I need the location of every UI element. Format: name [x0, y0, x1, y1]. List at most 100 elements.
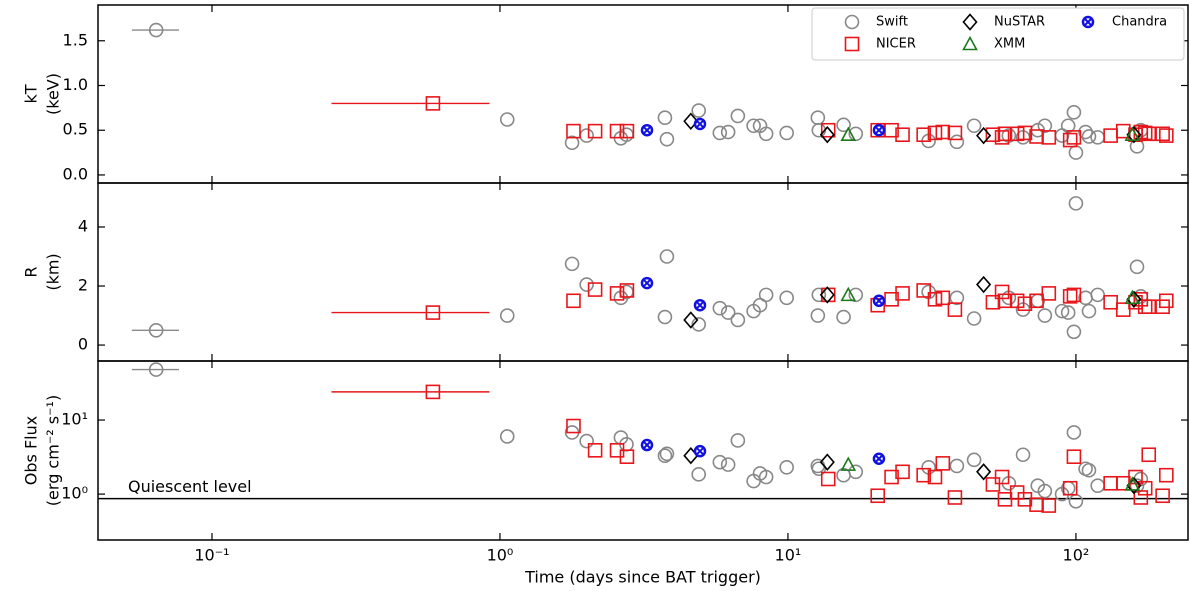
- data-point: [935, 290, 951, 306]
- marker-circle: [148, 323, 164, 338]
- marker-square: [884, 469, 899, 485]
- data-point: [949, 458, 965, 474]
- marker-square: [1133, 292, 1149, 307]
- data-point: [579, 128, 594, 143]
- marker-square: [1062, 480, 1078, 496]
- marker-circle: [1081, 15, 1095, 29]
- data-point: [587, 282, 603, 297]
- marker-circle: [836, 117, 851, 133]
- marker-circle: [1068, 493, 1084, 509]
- marker-square: [587, 123, 603, 139]
- data-point: [947, 490, 963, 505]
- marker-circle: [564, 256, 580, 272]
- marker-circle: [1090, 478, 1105, 493]
- marker-square: [619, 123, 635, 139]
- marker-circle: [949, 458, 965, 474]
- data-point: [148, 362, 164, 377]
- marker-square: [1155, 488, 1170, 504]
- data-point: [587, 443, 603, 458]
- marker-circle: [1081, 462, 1097, 478]
- marker-cross: [1083, 17, 1093, 27]
- data-point: [1115, 302, 1131, 317]
- x-tick-label: 10¹: [775, 546, 802, 565]
- marker-circle: [746, 118, 761, 134]
- data-point: [730, 108, 746, 124]
- marker-circle: [720, 305, 736, 320]
- data-point: [425, 384, 441, 400]
- marker-circle: [659, 446, 675, 462]
- data-point: [1066, 130, 1082, 145]
- marker-circle: [640, 123, 654, 137]
- data-point: [1103, 294, 1118, 310]
- data-point: [872, 294, 886, 308]
- data-point: [1068, 493, 1084, 509]
- data-point: [425, 96, 441, 111]
- data-point: [758, 287, 774, 303]
- marker-circle: [499, 112, 515, 127]
- marker-square: [1141, 126, 1157, 142]
- marker-circle: [148, 22, 164, 38]
- marker-circle: [730, 108, 746, 124]
- data-point: [657, 110, 673, 126]
- x-axis-label: Time (days since BAT trigger): [524, 568, 761, 587]
- marker-circle: [844, 14, 860, 30]
- data-point: [1041, 286, 1057, 301]
- legend-marker: [962, 13, 978, 31]
- data-point: [691, 467, 707, 482]
- data-point: [976, 463, 992, 481]
- marker-cross: [874, 454, 884, 464]
- data-point: [1037, 483, 1053, 499]
- data-point: [994, 469, 1010, 485]
- marker-circle: [836, 309, 851, 325]
- data-point: [712, 300, 728, 316]
- marker-circle: [1066, 105, 1082, 120]
- marker-circle: [811, 287, 827, 303]
- marker-circle: [640, 276, 654, 290]
- marker-square: [1103, 475, 1118, 491]
- data-point: [1129, 259, 1145, 275]
- marker-triangle: [1124, 476, 1141, 491]
- marker-square: [985, 294, 1001, 310]
- data-point: [1041, 130, 1057, 145]
- marker-square: [566, 123, 581, 139]
- x-tick-label: 10⁰: [487, 546, 514, 565]
- data-point: [730, 433, 746, 448]
- data-point: [994, 130, 1010, 145]
- data-point: [148, 323, 164, 338]
- marker-circle: [720, 457, 736, 472]
- marker-circle: [872, 123, 886, 137]
- data-point: [566, 293, 581, 309]
- marker-circle: [872, 294, 886, 308]
- data-point: [640, 276, 654, 290]
- data-point: [691, 103, 707, 118]
- marker-circle: [1090, 287, 1105, 303]
- data-point: [1141, 447, 1157, 463]
- marker-square: [820, 122, 836, 138]
- marker-circle: [691, 467, 707, 482]
- data-point: [779, 460, 794, 475]
- marker-circle: [966, 118, 982, 134]
- marker-square: [587, 443, 603, 458]
- legend-marker: [962, 35, 978, 51]
- data-point: [870, 488, 886, 504]
- marker-diamond: [976, 275, 992, 294]
- marker-circle: [579, 433, 594, 449]
- data-point: [1124, 289, 1141, 305]
- data-point: [579, 277, 594, 292]
- marker-square: [425, 384, 441, 400]
- marker-square: [927, 125, 943, 141]
- data-point: [1081, 129, 1097, 144]
- marker-circle: [691, 317, 707, 332]
- marker-square: [935, 124, 951, 140]
- marker-circle: [693, 298, 707, 312]
- data-point: [587, 123, 603, 139]
- marker-square: [844, 36, 860, 52]
- data-point: [811, 461, 827, 477]
- marker-square: [895, 127, 910, 142]
- plot-frame: [97, 360, 1189, 541]
- y-tick-label: 0: [78, 335, 88, 354]
- data-point: [1133, 292, 1149, 307]
- data-point: [836, 117, 851, 133]
- y-tick-label: 10⁰: [61, 484, 88, 503]
- marker-circle: [657, 309, 673, 325]
